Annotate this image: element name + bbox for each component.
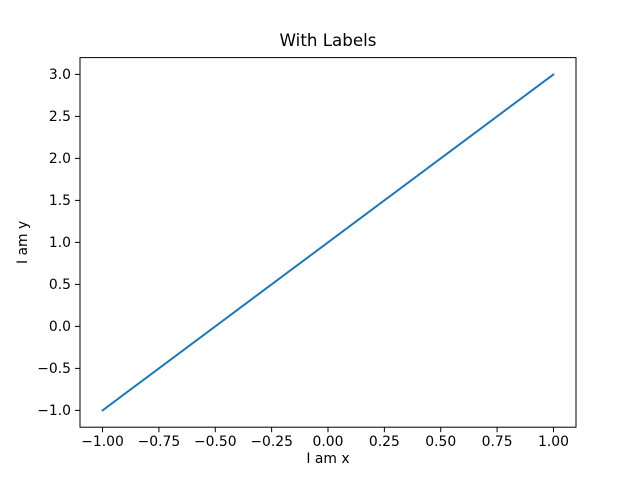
plot-area: −1.00 −0.75 −0.50 −0.25 0.00 0.25 0.50 0.75 1.00… xyxy=(37,57,577,450)
y-axis-label: I am y xyxy=(15,221,31,264)
y-tick-label: 0.0 xyxy=(49,319,71,335)
chart-title: With Labels xyxy=(280,30,377,50)
y-tick-label: −1.0 xyxy=(37,403,71,419)
y-tick-label: 1.5 xyxy=(49,193,71,209)
x-tick-label: −0.25 xyxy=(250,434,293,450)
x-tick-label: 0.25 xyxy=(369,434,400,450)
y-tick-label: 2.5 xyxy=(49,109,71,125)
x-tick-label: 1.00 xyxy=(538,434,569,450)
x-tick-label: −1.00 xyxy=(81,434,124,450)
x-tick-label: 0.50 xyxy=(425,434,456,450)
y-tick-label: 2.0 xyxy=(49,151,71,167)
x-tick-label: 0.75 xyxy=(482,434,513,450)
y-tick-label: 3.0 xyxy=(49,67,71,83)
x-axis-label: I am x xyxy=(306,451,349,467)
data-line xyxy=(101,73,555,412)
x-tick-label: −0.50 xyxy=(194,434,237,450)
y-tick-label: 1.0 xyxy=(49,235,71,251)
x-tick-label: 0.00 xyxy=(313,434,344,450)
y-tick-label: −0.5 xyxy=(37,361,71,377)
x-tick-label: −0.75 xyxy=(138,434,181,450)
y-tick-label: 0.5 xyxy=(49,277,71,293)
